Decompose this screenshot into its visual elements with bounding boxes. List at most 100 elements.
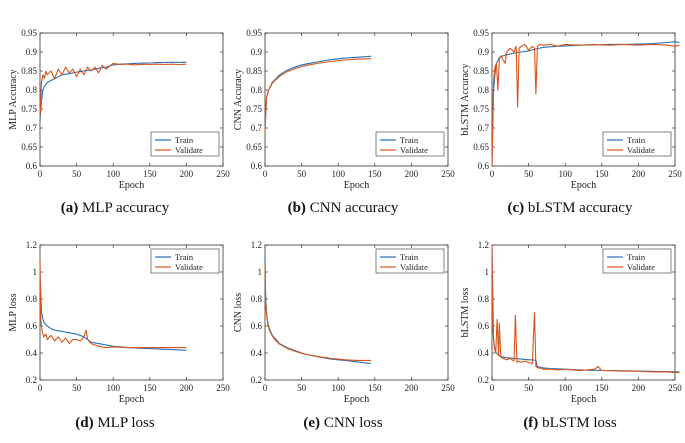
x-tick-label: 200	[632, 169, 646, 179]
y-tick-label: 0.6	[478, 161, 490, 171]
legend-label-train: Train	[175, 252, 194, 262]
series-line-train	[39, 61, 187, 121]
y-tick-label: 0.65	[21, 142, 37, 152]
legend-label-train: Train	[400, 135, 419, 145]
y-tick-label: 0.8	[251, 294, 263, 304]
x-tick-label: 150	[595, 383, 609, 393]
caption-label: (b)	[287, 200, 306, 216]
y-tick-label: 0.8	[26, 294, 38, 304]
legend-label-validate: Validate	[627, 145, 655, 155]
y-tick-label: 0.4	[251, 348, 263, 358]
y-axis-label: bLSTM Accuracy	[460, 64, 471, 136]
chart-panel-e: 0 50 100 150 200 250 0.2 0.4 0.6 0.8 1 1.2 Epoch CNN …	[233, 240, 455, 405]
caption-text: bLSTM loss	[542, 415, 617, 431]
caption-text: MLP accuracy	[81, 200, 170, 216]
x-tick-label: 150	[595, 169, 609, 179]
y-tick-label: 0.7	[478, 123, 490, 133]
x-tick-label: 250	[216, 383, 230, 393]
y-tick-label: 0.75	[21, 104, 37, 114]
caption-label: (f)	[523, 415, 539, 431]
y-axis-label: bLSTM loss	[460, 288, 471, 338]
y-tick-label: 0.6	[26, 321, 38, 331]
legend-box	[602, 131, 672, 157]
x-tick-label: 250	[441, 169, 455, 179]
y-tick-label: 0.95	[21, 28, 37, 38]
y-tick-label: 0.6	[26, 161, 38, 171]
y-tick-label: 0.85	[246, 66, 262, 76]
y-tick-label: 0.6	[251, 321, 263, 331]
x-tick-label: 100	[106, 383, 120, 393]
x-axis-label: Epoch	[344, 180, 370, 191]
y-tick-label: 0.75	[473, 104, 489, 114]
y-tick-label: 1	[485, 267, 490, 277]
y-axis-label: CNN Accuracy	[233, 69, 244, 130]
legend-box	[602, 248, 672, 274]
y-tick-label: 0.65	[246, 142, 262, 152]
x-tick-label: 100	[106, 169, 120, 179]
x-tick-label: 0	[263, 383, 268, 393]
series-line-validate	[264, 265, 372, 361]
caption-label: (a)	[60, 200, 79, 216]
legend-label-train: Train	[627, 135, 646, 145]
y-tick-label: 0.8	[478, 294, 490, 304]
y-tick-label: 0.6	[251, 161, 263, 171]
x-tick-label: 50	[524, 169, 534, 179]
y-tick-label: 1.2	[26, 240, 37, 250]
caption-b: (b) CNN accuracy	[228, 200, 458, 217]
x-tick-label: 150	[143, 383, 157, 393]
x-tick-label: 150	[368, 169, 382, 179]
x-tick-label: 150	[368, 383, 382, 393]
y-tick-label: 0.85	[21, 66, 37, 76]
chart-panel-a: 0 50 100 150 200 250 0.6 0.65 0.7 0.75 0.8 0.85 0.9 0…	[8, 28, 230, 191]
chart-panel-d: 0 50 100 150 200 250 0.2 0.4 0.6 0.8 1 1.2 Epoch MLP …	[8, 240, 230, 405]
x-tick-label: 250	[668, 169, 682, 179]
x-tick-label: 0	[490, 169, 495, 179]
x-tick-label: 50	[72, 383, 82, 393]
x-tick-label: 50	[72, 169, 82, 179]
y-tick-label: 0.7	[26, 123, 38, 133]
caption-label: (e)	[303, 415, 321, 431]
caption-text: CNN accuracy	[309, 200, 399, 216]
series-line-validate	[491, 244, 680, 374]
y-tick-label: 0.2	[26, 375, 37, 385]
y-tick-label: 0.2	[251, 375, 262, 385]
x-tick-label: 100	[558, 169, 572, 179]
x-axis-label: Epoch	[571, 180, 597, 191]
x-tick-label: 250	[441, 383, 455, 393]
y-tick-label: 0.75	[246, 104, 262, 114]
x-tick-label: 200	[180, 169, 194, 179]
x-tick-label: 200	[405, 383, 419, 393]
x-tick-label: 200	[180, 383, 194, 393]
y-tick-label: 0.4	[26, 348, 38, 358]
y-tick-label: 0.7	[251, 123, 263, 133]
legend-label-train: Train	[627, 252, 646, 262]
legend-label-validate: Validate	[400, 262, 428, 272]
series-line-validate	[39, 62, 187, 117]
y-tick-label: 0.2	[478, 375, 489, 385]
x-tick-label: 0	[490, 383, 495, 393]
x-tick-label: 0	[263, 169, 268, 179]
chart-panel-c: 0 50 100 150 200 250 0.6 0.65 0.7 0.75 0.8 0.85 0.9 0…	[460, 28, 682, 191]
series-line-train	[491, 41, 680, 167]
x-tick-label: 250	[668, 383, 682, 393]
chart-panel-b: 0 50 100 150 200 250 0.6 0.65 0.7 0.75 0.8 0.85 0.9 0…	[233, 28, 455, 191]
caption-e: (e) CNN loss	[228, 415, 458, 432]
legend-box	[150, 131, 220, 157]
x-tick-label: 100	[331, 383, 345, 393]
legend-label-train: Train	[400, 252, 419, 262]
x-axis-label: Epoch	[119, 394, 145, 405]
x-tick-label: 50	[524, 383, 534, 393]
x-tick-label: 250	[216, 169, 230, 179]
caption-f: (f) bLSTM loss	[455, 415, 685, 432]
series-line-validate	[264, 57, 372, 132]
y-tick-label: 0.85	[473, 66, 489, 76]
y-tick-label: 0.65	[473, 142, 489, 152]
legend-label-validate: Validate	[175, 145, 203, 155]
x-axis-label: Epoch	[119, 180, 145, 191]
